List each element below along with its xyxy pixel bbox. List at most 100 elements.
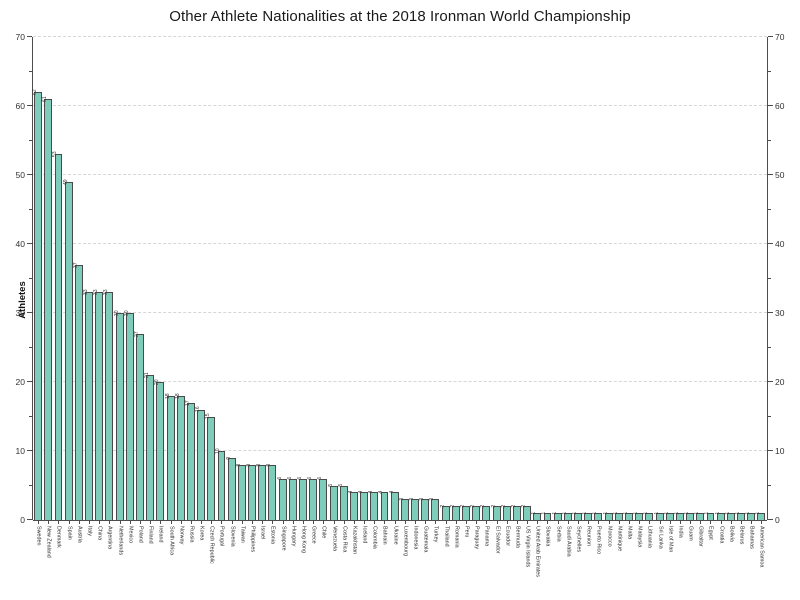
bar[interactable]: 1 xyxy=(674,512,684,520)
bar[interactable]: 16 xyxy=(195,407,206,520)
bar[interactable]: 4 xyxy=(348,491,358,520)
bar[interactable]: 4 xyxy=(378,491,389,520)
bar[interactable]: 9 xyxy=(225,456,236,520)
bar[interactable]: 6 xyxy=(317,477,328,520)
bar[interactable]: 33 xyxy=(83,289,93,520)
bar[interactable]: 4 xyxy=(368,491,379,520)
bar-value-label: 6 xyxy=(296,477,303,481)
bar[interactable]: 10 xyxy=(215,448,226,520)
bar[interactable]: 1 xyxy=(725,512,735,520)
bar[interactable]: 1 xyxy=(694,512,705,520)
x-label-slot: Gibraltar xyxy=(695,524,705,598)
bar[interactable]: 6 xyxy=(276,477,287,520)
bar[interactable]: 2 xyxy=(521,505,532,520)
bar-value-label: 2 xyxy=(490,504,497,508)
bar[interactable]: 2 xyxy=(480,505,491,520)
bar[interactable]: 17 xyxy=(185,400,195,520)
bar[interactable]: 2 xyxy=(511,505,521,520)
bar[interactable]: 2 xyxy=(450,505,460,520)
bar[interactable]: 1 xyxy=(714,511,725,520)
bar[interactable]: 8 xyxy=(235,463,246,520)
bar-value-label: 1 xyxy=(714,511,721,515)
bar[interactable]: 33 xyxy=(103,289,114,520)
bar[interactable]: 15 xyxy=(205,414,216,520)
bar[interactable]: 2 xyxy=(470,505,481,520)
bar[interactable]: 1 xyxy=(755,511,766,520)
bar[interactable]: 18 xyxy=(164,393,175,520)
bar[interactable]: 33 xyxy=(93,289,104,520)
bar[interactable]: 6 xyxy=(307,477,318,520)
x-label-slot: Venezuela xyxy=(328,524,338,598)
x-axis-tick-label: Romania xyxy=(453,526,460,548)
bar[interactable]: 1 xyxy=(551,512,562,520)
bar[interactable]: 2 xyxy=(439,505,450,520)
bar-slot: 30 xyxy=(124,37,135,520)
bar-slot: 10 xyxy=(215,37,226,520)
bar-value-label: 1 xyxy=(755,511,762,515)
bar[interactable]: 18 xyxy=(175,393,185,520)
bar[interactable]: 1 xyxy=(735,512,745,520)
bar[interactable]: 27 xyxy=(134,331,144,520)
x-tick xyxy=(206,520,216,524)
y-tick-minor-left xyxy=(29,70,32,72)
x-tick xyxy=(573,520,583,524)
bar[interactable]: 1 xyxy=(633,512,644,520)
x-tick xyxy=(471,520,481,524)
x-label-slot: Argentina xyxy=(104,524,114,598)
bar[interactable]: 30 xyxy=(113,310,124,520)
bar[interactable]: 1 xyxy=(623,512,633,520)
bar[interactable]: 3 xyxy=(399,498,409,520)
bar-slot: 37 xyxy=(73,37,84,520)
bar[interactable]: 1 xyxy=(531,512,542,520)
y-tick-minor-right xyxy=(768,139,771,141)
bar[interactable]: 49 xyxy=(62,179,73,520)
bar[interactable]: 1 xyxy=(653,512,664,520)
bar[interactable]: 20 xyxy=(154,379,165,520)
bar[interactable]: 6 xyxy=(296,477,307,520)
y-tick-left xyxy=(27,312,32,313)
bar[interactable]: 1 xyxy=(592,512,603,520)
bar[interactable]: 21 xyxy=(144,372,155,520)
bar[interactable]: 1 xyxy=(663,511,674,520)
bar[interactable]: 2 xyxy=(501,505,511,520)
bar-value-label: 1 xyxy=(663,511,670,515)
bar[interactable]: 5 xyxy=(327,484,338,520)
x-axis-tick-label: Gibraltar xyxy=(697,526,704,547)
y-tick-right xyxy=(768,174,773,175)
bar[interactable]: 1 xyxy=(684,512,695,520)
x-tick xyxy=(298,520,308,524)
bar-value-label: 3 xyxy=(408,497,415,501)
bar[interactable]: 6 xyxy=(287,477,297,520)
bar[interactable]: 3 xyxy=(419,498,430,520)
bar[interactable]: 1 xyxy=(745,512,756,520)
bar[interactable]: 1 xyxy=(541,512,552,520)
bar[interactable]: 37 xyxy=(73,262,83,520)
bar[interactable]: 61 xyxy=(42,96,53,520)
bar-value-label: 8 xyxy=(235,463,242,467)
bar[interactable]: 1 xyxy=(562,512,572,520)
bar[interactable]: 8 xyxy=(246,463,256,520)
bar[interactable]: 1 xyxy=(582,512,593,520)
bar[interactable]: 1 xyxy=(643,512,654,520)
bar[interactable]: 1 xyxy=(613,512,623,520)
bar[interactable]: 8 xyxy=(256,463,267,520)
bar[interactable]: 3 xyxy=(429,498,440,520)
bar[interactable]: 4 xyxy=(358,491,369,520)
bar[interactable]: 30 xyxy=(124,310,134,520)
bar[interactable]: 1 xyxy=(704,512,715,520)
bar-slot: 1 xyxy=(551,37,563,520)
bar[interactable]: 2 xyxy=(490,504,501,520)
bar[interactable]: 1 xyxy=(602,512,613,520)
bar[interactable]: 62 xyxy=(32,89,43,520)
x-label-slot: Colombia xyxy=(369,524,379,598)
bar[interactable]: 4 xyxy=(388,491,399,520)
y-tick-minor-right xyxy=(768,346,771,348)
bar-slot: 18 xyxy=(175,37,186,520)
bar[interactable]: 1 xyxy=(572,512,582,520)
bar[interactable]: 2 xyxy=(460,505,470,520)
bar[interactable]: 5 xyxy=(338,484,348,520)
x-label-slot: Austria xyxy=(74,524,84,598)
bar[interactable]: 8 xyxy=(266,463,277,520)
bar[interactable]: 3 xyxy=(408,497,419,520)
bar[interactable]: 53 xyxy=(52,151,63,520)
